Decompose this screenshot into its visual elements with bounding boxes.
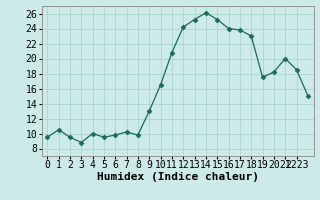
X-axis label: Humidex (Indice chaleur): Humidex (Indice chaleur) <box>97 172 259 182</box>
